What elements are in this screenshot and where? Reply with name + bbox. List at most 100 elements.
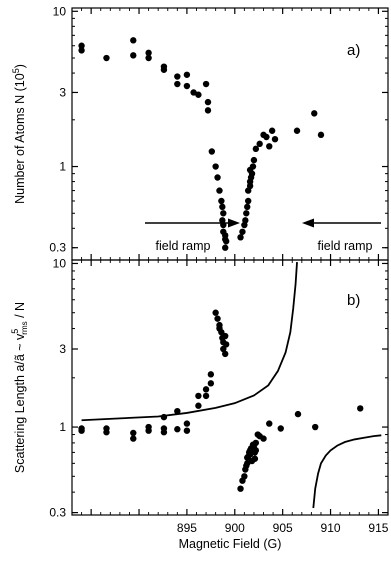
data-point xyxy=(174,80,181,88)
data-point xyxy=(237,485,244,492)
data-point xyxy=(220,210,227,217)
data-point xyxy=(195,402,202,409)
data-point xyxy=(160,429,168,436)
data-point xyxy=(256,140,263,148)
data-point xyxy=(244,197,252,205)
data-point xyxy=(252,145,260,153)
x-axis-title: Magnetic Field (G) xyxy=(179,537,282,551)
x-tick-label: 905 xyxy=(273,521,293,535)
data-point xyxy=(357,405,364,412)
data-point xyxy=(249,163,257,170)
data-point xyxy=(190,89,197,96)
data-point xyxy=(183,82,191,90)
data-point xyxy=(202,386,210,393)
data-point xyxy=(174,408,181,415)
data-point xyxy=(250,156,258,164)
data-point xyxy=(145,49,152,57)
y-tick-label: 10 xyxy=(53,4,67,18)
data-point xyxy=(78,427,85,434)
data-point xyxy=(222,350,229,358)
panel-a-points xyxy=(78,37,325,251)
data-point xyxy=(130,37,137,44)
x-tick-label: 900 xyxy=(225,521,245,535)
data-point xyxy=(242,217,249,224)
data-point xyxy=(145,54,152,62)
data-point xyxy=(202,80,210,88)
data-point xyxy=(294,410,302,418)
data-point xyxy=(78,42,85,49)
y-tick-label: 0.3 xyxy=(49,241,66,255)
data-point xyxy=(251,455,259,462)
y-tick-label: 3 xyxy=(59,85,66,99)
fit-curve-left xyxy=(81,262,298,422)
field-ramp-label-right: field ramp xyxy=(318,239,373,253)
panel-b: 0.3 1 3 10 895 900 905 910 915 Scattering Lengt… xyxy=(10,256,389,551)
x-tick-label: 895 xyxy=(177,521,197,535)
data-point xyxy=(174,73,181,80)
data-point xyxy=(317,131,325,139)
data-point xyxy=(202,392,210,400)
data-point xyxy=(239,228,246,235)
data-point xyxy=(252,439,260,447)
panel-a: 0.3 1 3 10 Number of Atoms N (105) a) field… xyxy=(11,4,389,261)
data-point xyxy=(241,473,248,480)
data-point xyxy=(212,309,219,316)
data-point xyxy=(222,244,229,251)
panel-b-y-ticks: 0.3 1 3 10 xyxy=(49,256,388,520)
data-point xyxy=(268,127,276,134)
data-point xyxy=(183,420,191,427)
field-ramp-arrowhead-left xyxy=(302,218,314,228)
data-point xyxy=(218,197,225,205)
data-point xyxy=(207,380,215,387)
data-point xyxy=(219,203,226,211)
data-point xyxy=(195,392,202,400)
data-point xyxy=(246,451,254,458)
data-point xyxy=(222,341,230,348)
data-point xyxy=(252,447,260,454)
data-point xyxy=(204,98,212,106)
field-ramp-label-left: field ramp xyxy=(156,239,211,253)
data-point xyxy=(130,52,137,59)
y-tick-label: 0.3 xyxy=(49,506,66,520)
data-point xyxy=(271,136,279,143)
y-tick-label: 1 xyxy=(59,160,66,174)
y-tick-label: 10 xyxy=(53,256,67,270)
data-point xyxy=(311,110,318,117)
x-tick-label: 910 xyxy=(321,521,341,535)
data-point xyxy=(195,91,202,98)
data-point xyxy=(214,174,221,181)
data-point xyxy=(220,345,227,353)
data-point xyxy=(266,143,273,150)
data-point xyxy=(145,427,152,434)
data-point xyxy=(277,425,284,432)
data-point xyxy=(222,236,229,243)
data-point xyxy=(212,163,219,170)
panel-b-y-axis-title: Scattering Length a/ã ~ v5rms / N xyxy=(10,302,29,473)
data-point xyxy=(293,127,301,134)
data-point xyxy=(207,371,215,378)
data-point xyxy=(204,107,212,114)
panel-a-y-axis-title: Number of Atoms N (105) xyxy=(11,64,27,204)
data-point xyxy=(103,429,110,436)
data-point xyxy=(244,460,251,467)
data-point xyxy=(214,315,221,322)
panel-b-frame xyxy=(71,259,389,516)
data-point xyxy=(130,429,137,437)
data-point xyxy=(260,435,267,442)
data-point xyxy=(266,420,273,427)
data-point xyxy=(216,187,223,194)
panel-a-y-ticks: 0.3 1 3 10 xyxy=(49,4,388,255)
data-point xyxy=(222,332,229,340)
panel-b-x-ticks: 895 900 905 910 915 xyxy=(81,260,389,535)
data-point xyxy=(208,148,216,155)
data-point xyxy=(263,133,270,141)
panel-b-points xyxy=(78,309,364,492)
data-point xyxy=(103,54,110,62)
data-point xyxy=(183,71,191,78)
y-tick-label: 1 xyxy=(59,420,66,434)
data-point xyxy=(130,435,137,442)
data-point xyxy=(220,221,227,229)
data-point xyxy=(237,234,244,241)
field-ramp-arrowhead-right xyxy=(228,218,240,228)
